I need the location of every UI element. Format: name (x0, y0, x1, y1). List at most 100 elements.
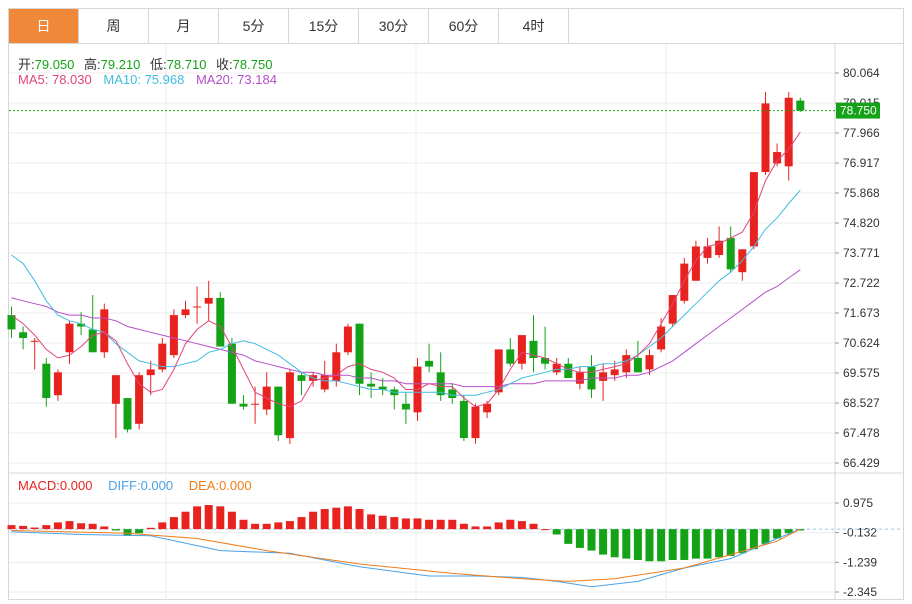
macd-bar (784, 529, 793, 534)
candle-body (343, 326, 352, 353)
candle-body (355, 323, 364, 384)
macd-bar (123, 529, 132, 536)
macd-bar (216, 506, 225, 530)
candle-body (425, 360, 434, 367)
ma5-value: 78.030 (51, 72, 92, 87)
macd-bar (88, 523, 97, 530)
macd-bar (668, 529, 677, 560)
macd-label: MACD: (18, 478, 60, 493)
candle-body (169, 315, 178, 356)
macd-bar (169, 517, 178, 530)
candle-body (204, 297, 213, 304)
tab-15min[interactable]: 15分 (289, 9, 359, 43)
macd-bar (587, 529, 596, 551)
candle-body (749, 172, 758, 247)
price-tick-label: 70.624 (843, 336, 880, 350)
macd-bar (552, 529, 561, 535)
macd-bar (401, 518, 410, 530)
tab-5min[interactable]: 5分 (219, 9, 289, 43)
tab-4hour[interactable]: 4时 (499, 9, 569, 43)
macd-bar (633, 529, 642, 560)
candle-body (575, 372, 584, 384)
macd-bar (262, 523, 271, 530)
tab-week[interactable]: 周 (79, 9, 149, 43)
candle-body (251, 403, 260, 405)
macd-tick-label: -0.132 (843, 526, 877, 540)
candle-body (297, 375, 306, 381)
candle-body (494, 349, 503, 393)
candle-body (77, 323, 86, 327)
macd-bar (738, 529, 747, 554)
candle-body (773, 152, 782, 164)
tab-30min[interactable]: 30分 (359, 9, 429, 43)
candle-body (193, 306, 202, 308)
candle-body (100, 309, 109, 353)
candles-group (7, 91, 805, 444)
candle-body (216, 297, 225, 347)
price-tick-label: 68.527 (843, 396, 880, 410)
macd-bar (749, 529, 758, 550)
macd-bar (320, 509, 329, 530)
candle-body (65, 323, 74, 353)
candle-body (541, 357, 550, 364)
candle-body (552, 363, 561, 373)
macd-bar (204, 505, 213, 530)
candle-body (517, 335, 526, 364)
price-tick-label: 72.722 (843, 276, 880, 290)
ma20-value: 73.184 (237, 72, 277, 87)
macd-bar (471, 526, 480, 530)
macd-bar (483, 526, 492, 530)
candle-body (227, 343, 236, 404)
macd-bar (193, 506, 202, 530)
macd-bar (773, 529, 782, 539)
candle-body (7, 315, 16, 330)
macd-bar (158, 522, 167, 530)
macd-bar (413, 518, 422, 530)
candle-body (111, 375, 120, 404)
macd-bar (657, 529, 666, 562)
macd-bar (343, 506, 352, 530)
candle-body (146, 369, 155, 376)
candle-body (158, 343, 167, 370)
macd-bar (7, 525, 16, 530)
macd-bar (30, 527, 39, 530)
candle-body (378, 386, 387, 390)
tab-60min[interactable]: 60分 (429, 9, 499, 43)
high-label: 高: (84, 57, 101, 72)
macd-bar (378, 515, 387, 530)
ma10-label: MA10: (103, 72, 141, 87)
macd-bar (181, 511, 190, 530)
candle-body (239, 403, 248, 407)
candle-body (796, 100, 805, 111)
macd-bar (599, 529, 608, 555)
candle-body (181, 309, 190, 316)
macd-bar (448, 519, 457, 530)
price-tick-label: 75.868 (843, 186, 880, 200)
tab-day[interactable]: 日 (9, 9, 79, 43)
macd-tick-label: -2.345 (843, 585, 877, 599)
macd-bar (309, 511, 318, 530)
macd-bar (726, 529, 735, 556)
ma5-label: MA5: (18, 72, 49, 87)
macd-bar (19, 525, 28, 530)
tab-month[interactable]: 月 (149, 9, 219, 43)
candle-body (274, 386, 283, 436)
macd-bar (297, 517, 306, 530)
macd-bar (53, 522, 62, 530)
macd-bar (77, 523, 86, 530)
macd-bar (285, 521, 294, 530)
candle-body (42, 363, 51, 399)
price-tick-label: 80.064 (843, 66, 880, 80)
macd-bar (506, 519, 515, 530)
ma10-line (11, 189, 801, 396)
price-tick-label: 76.917 (843, 156, 880, 170)
macd-value: 0.000 (59, 478, 93, 493)
candle-body (529, 340, 538, 358)
macd-bar (227, 511, 236, 530)
macd-bar (251, 523, 260, 530)
price-tick-label: 71.673 (843, 306, 880, 320)
macd-bar (691, 529, 700, 559)
candle-body (285, 372, 294, 439)
macd-bar (332, 507, 341, 530)
